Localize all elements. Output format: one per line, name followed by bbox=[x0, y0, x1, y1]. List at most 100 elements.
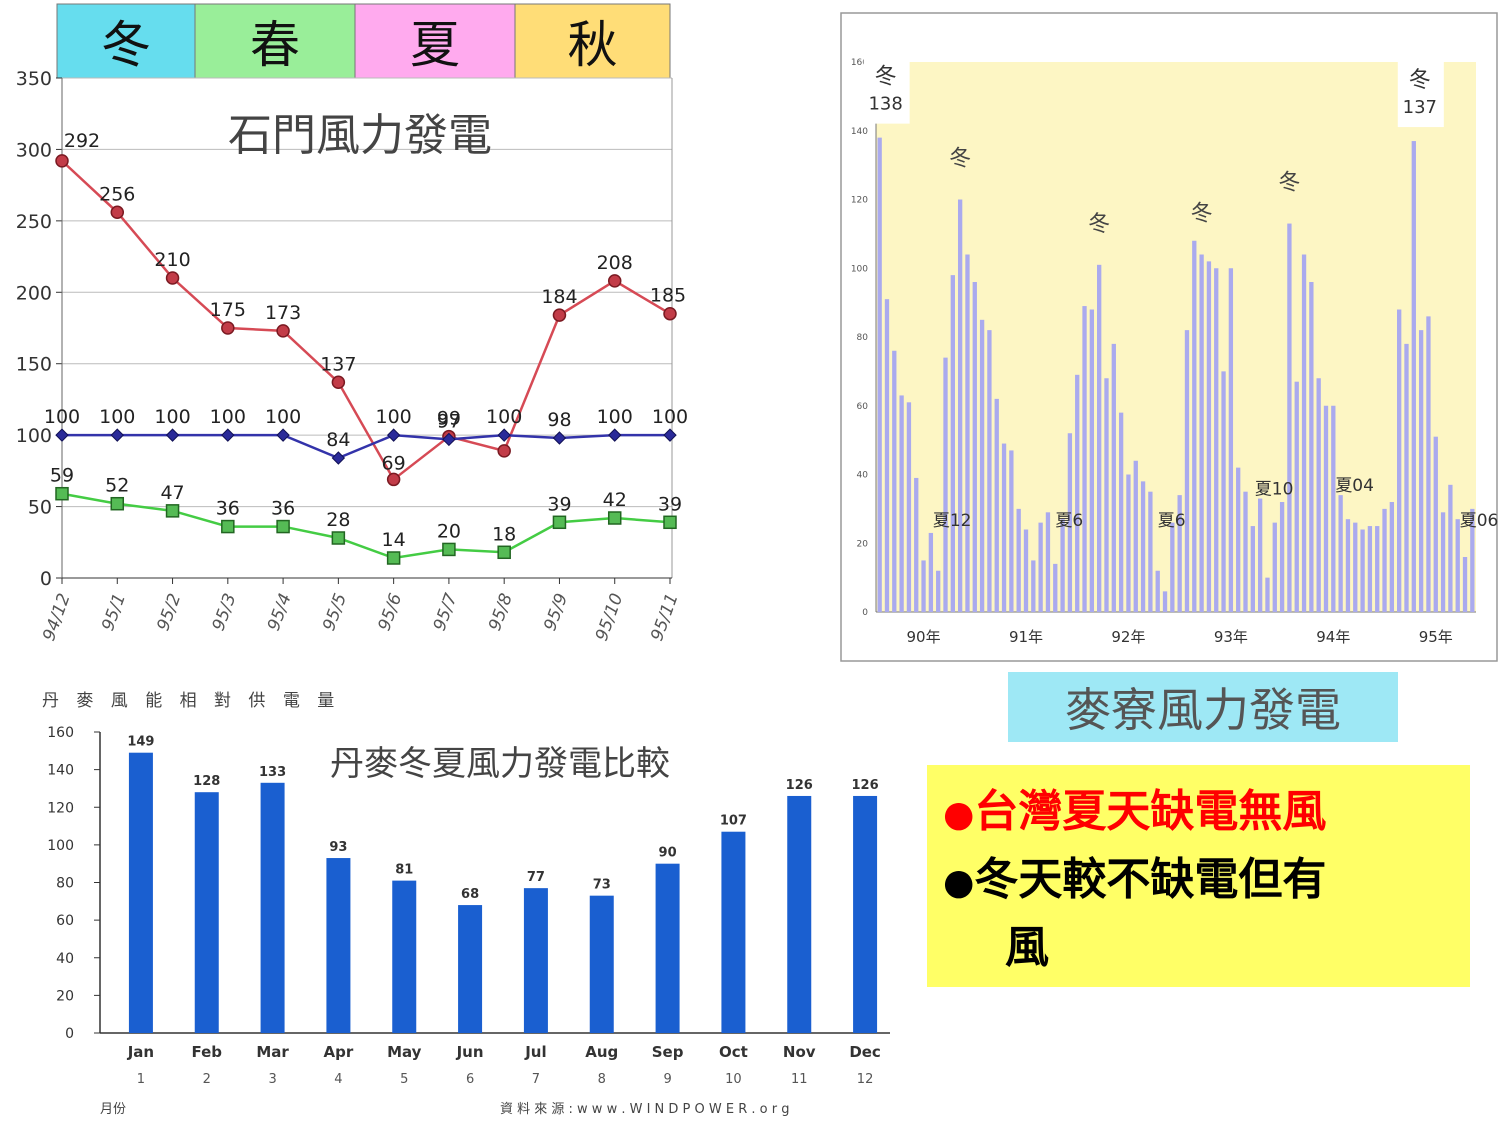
y-tick-label: 100 bbox=[16, 425, 52, 447]
y-tick-label: 160 bbox=[47, 725, 74, 741]
data-bar bbox=[914, 477, 919, 612]
x-tick-label: Nov bbox=[783, 1043, 816, 1061]
data-label-red: 184 bbox=[541, 286, 577, 308]
data-point-green bbox=[110, 496, 125, 511]
month-number: 7 bbox=[532, 1072, 540, 1087]
y-tick-label: 120 bbox=[47, 800, 74, 816]
data-bar bbox=[1389, 502, 1395, 612]
data-bar bbox=[1001, 443, 1007, 612]
data-bar bbox=[1323, 405, 1329, 612]
data-bar bbox=[1236, 467, 1241, 612]
data-point-green bbox=[386, 551, 401, 565]
data-point-red bbox=[276, 324, 290, 338]
summer-annotation: 夏10 bbox=[1255, 480, 1294, 500]
y-tick-label: 20 bbox=[857, 539, 869, 549]
data-label-blue: 100 bbox=[154, 406, 190, 428]
note-line-2: ●冬天較不缺電但有 bbox=[943, 847, 1454, 915]
data-label: 90 bbox=[659, 846, 677, 861]
winter-annotation: 冬 bbox=[1191, 202, 1213, 227]
data-bar bbox=[1206, 261, 1212, 612]
season-label: 秋 bbox=[568, 16, 618, 74]
month-number: 1 bbox=[137, 1072, 145, 1087]
data-bar bbox=[1097, 264, 1102, 612]
month-number: 12 bbox=[857, 1072, 874, 1087]
data-bar bbox=[928, 532, 934, 612]
data-bar bbox=[921, 560, 926, 612]
data-bar bbox=[260, 782, 285, 1033]
y-tick-label: 350 bbox=[16, 68, 52, 90]
note-line-3: 風 bbox=[943, 915, 1454, 981]
data-bar bbox=[884, 299, 890, 612]
data-bar bbox=[1199, 254, 1204, 612]
data-label-green: 52 bbox=[105, 475, 129, 497]
bullet-icon: ● bbox=[943, 861, 975, 903]
y-tick-label: 160 bbox=[851, 58, 868, 68]
x-tick-label: 95/11 bbox=[647, 591, 683, 644]
data-bar bbox=[1140, 481, 1146, 612]
data-point-green bbox=[165, 504, 180, 518]
data-bar bbox=[1177, 495, 1182, 612]
data-bar bbox=[853, 795, 878, 1033]
x-tick-label: Sep bbox=[652, 1043, 684, 1061]
data-bar bbox=[1214, 268, 1219, 612]
data-label-green: 59 bbox=[50, 465, 74, 487]
summer-annotation: 夏12 bbox=[933, 511, 972, 531]
data-bar bbox=[972, 282, 977, 612]
x-tick-label: Oct bbox=[719, 1043, 748, 1061]
note-line-1: ●台灣夏天缺電無風 bbox=[943, 779, 1454, 847]
data-bar bbox=[987, 330, 992, 612]
source-note: 資 料 來 源 : w w w . W I N D P O W E R . o … bbox=[500, 1102, 789, 1117]
data-bar bbox=[1455, 519, 1460, 612]
data-bar bbox=[1294, 381, 1299, 612]
x-tick-label: Mar bbox=[256, 1043, 289, 1061]
x-axis-label: 月份 bbox=[100, 1102, 126, 1117]
data-bar bbox=[787, 795, 812, 1033]
data-label-blue: 97 bbox=[437, 410, 461, 432]
data-bar bbox=[1375, 526, 1380, 612]
data-bar bbox=[1118, 412, 1124, 612]
year-label: 90年 bbox=[907, 628, 941, 646]
data-point-blue bbox=[221, 428, 235, 442]
x-tick-label: 95/1 bbox=[98, 591, 130, 634]
data-label-red: 256 bbox=[99, 183, 135, 205]
summer-annotation: 夏06 bbox=[1460, 511, 1499, 531]
x-tick-label: Dec bbox=[849, 1043, 881, 1061]
x-tick-label: Aug bbox=[585, 1043, 618, 1061]
data-label-blue: 100 bbox=[44, 406, 80, 428]
series-line-blue bbox=[62, 433, 670, 460]
data-label-blue: 100 bbox=[265, 406, 301, 428]
y-tick-label: 0 bbox=[862, 608, 868, 618]
data-label-red: 175 bbox=[210, 299, 246, 321]
data-label-red: 137 bbox=[320, 353, 356, 375]
chart-title: 丹麥冬夏風力發電比較 bbox=[330, 744, 670, 784]
winter-annotation: 冬 bbox=[949, 147, 971, 172]
x-tick-label: 94/12 bbox=[39, 591, 75, 644]
data-label: 133 bbox=[259, 765, 286, 780]
data-bar bbox=[1009, 450, 1014, 612]
data-bar bbox=[523, 888, 548, 1033]
season-box bbox=[194, 3, 356, 79]
data-bar bbox=[1301, 254, 1307, 612]
data-label-red: 185 bbox=[650, 285, 686, 307]
data-bar bbox=[1104, 378, 1109, 612]
data-point-blue bbox=[110, 428, 124, 442]
data-bar bbox=[906, 402, 912, 612]
data-label-blue: 84 bbox=[326, 429, 350, 451]
data-bar bbox=[1397, 309, 1402, 612]
y-tick-label: 0 bbox=[40, 568, 52, 590]
data-bar bbox=[943, 357, 948, 612]
data-label-green: 42 bbox=[603, 489, 627, 511]
data-bar bbox=[1045, 512, 1051, 612]
month-number: 9 bbox=[663, 1072, 671, 1087]
winter-annotation: 冬 bbox=[1278, 171, 1300, 196]
data-bar bbox=[589, 895, 614, 1033]
month-number: 6 bbox=[466, 1072, 474, 1087]
data-label: 93 bbox=[329, 840, 347, 855]
y-tick-label: 140 bbox=[851, 127, 868, 137]
data-label-red: 292 bbox=[64, 130, 100, 152]
data-label: 126 bbox=[786, 778, 813, 793]
data-bar bbox=[1016, 508, 1021, 612]
year-label: 91年 bbox=[1009, 628, 1043, 646]
data-bar bbox=[326, 858, 351, 1033]
